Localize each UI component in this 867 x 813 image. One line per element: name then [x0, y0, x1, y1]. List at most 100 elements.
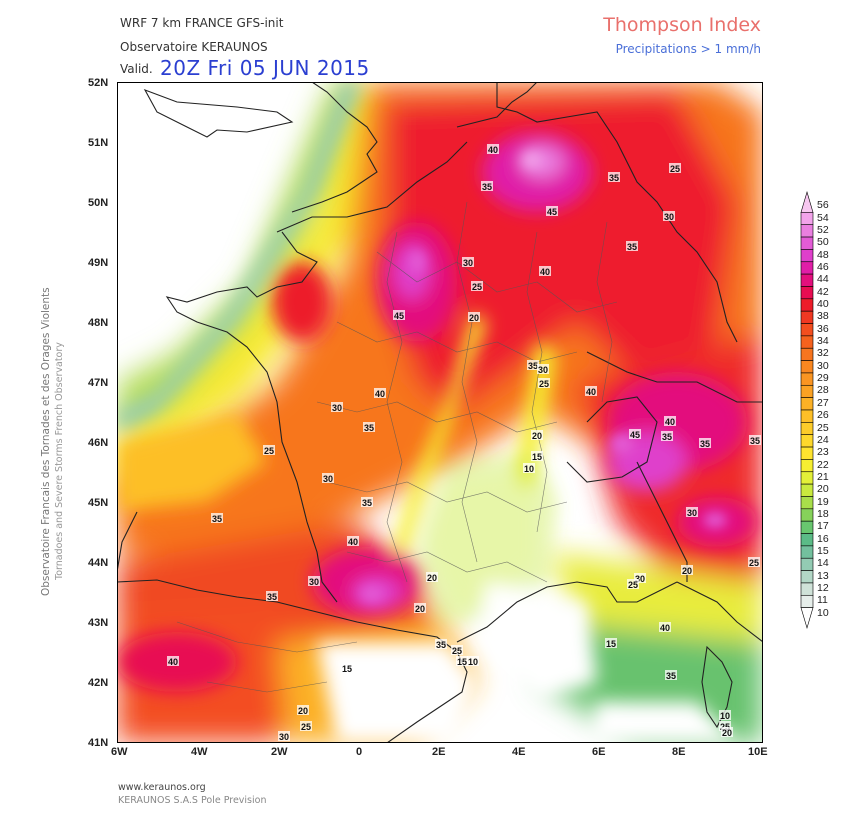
- lon-label-8e: 8E: [672, 746, 686, 758]
- contour-label: 25: [628, 580, 638, 590]
- legend-swatch-48: [800, 249, 814, 263]
- contour-label-bg: [456, 656, 468, 666]
- legend-label-44: 44: [817, 273, 829, 286]
- contour-label: 20: [415, 604, 425, 614]
- contour-label-bg: [266, 591, 278, 601]
- legend-swatch-26: [800, 409, 814, 423]
- contour-label-bg: [462, 257, 474, 267]
- legend-swatch-36: [800, 323, 814, 337]
- legend-swatch-18: [800, 508, 814, 522]
- legend-label-42: 42: [817, 285, 829, 298]
- contour-label: 30: [279, 732, 289, 742]
- contour-label-bg: [278, 731, 290, 741]
- organization-name: Observatoire KERAUNOS: [120, 40, 268, 54]
- legend-label-48: 48: [817, 248, 829, 261]
- legend-label-25: 25: [817, 421, 829, 434]
- lat-label-41n: 41N: [88, 737, 109, 749]
- legend-swatch-24: [800, 434, 814, 448]
- contour-label: 20: [427, 573, 437, 583]
- contour-label: 30: [664, 212, 674, 222]
- contour-label-bg: [719, 710, 731, 720]
- legend-label-40: 40: [817, 298, 829, 310]
- legend-label-50: 50: [817, 236, 829, 249]
- contour-label: 15: [342, 664, 352, 674]
- footer-url[interactable]: www.keraunos.org: [118, 782, 206, 793]
- contour-label-bg: [211, 513, 223, 523]
- lon-label-2e: 2E: [432, 746, 446, 758]
- contour-label-bg: [665, 670, 677, 680]
- contour-label: 40: [540, 267, 550, 277]
- legend-swatch-23: [800, 446, 814, 460]
- lat-label-49n: 49N: [88, 257, 109, 269]
- legend-label-36: 36: [817, 322, 829, 335]
- contour-label-bg: [331, 402, 343, 412]
- contour-label: 20: [469, 313, 479, 323]
- contour-label-bg: [363, 422, 375, 432]
- lat-label-42n: 42N: [88, 677, 109, 689]
- lon-label-0: 0: [356, 746, 363, 758]
- legend-label-21: 21: [817, 470, 829, 483]
- contour-label-bg: [481, 181, 493, 191]
- contour-label-bg: [749, 435, 761, 445]
- legend-swatch-27: [800, 397, 814, 411]
- contour-label: 30: [635, 574, 645, 584]
- contour-label-bg: [523, 463, 535, 473]
- region-borders: [176, 201, 618, 693]
- contour-label: 45: [394, 311, 404, 321]
- contour-label-bg: [468, 312, 480, 322]
- legend-label-27: 27: [817, 396, 829, 409]
- contour-label: 25: [452, 646, 462, 656]
- contour-label-bg: [681, 565, 693, 575]
- contour-label-bg: [393, 310, 405, 320]
- contour-label-bg: [361, 497, 373, 507]
- legend-label-29: 29: [817, 372, 829, 385]
- legend-label-19: 19: [817, 495, 829, 508]
- valid-label: Valid.: [120, 62, 153, 76]
- legend-swatch-50: [800, 236, 814, 250]
- legend-label-56: 56: [817, 199, 829, 212]
- contour-label: 35: [362, 498, 372, 508]
- contour-label-bg: [608, 172, 620, 182]
- legend-swatch-28: [800, 384, 814, 398]
- color-legend: 56 54 52 50 48 46 44 42 40 38 36 34 32 30 29 28 27 26 25 24…: [800, 190, 829, 634]
- lat-label-44n: 44N: [88, 557, 109, 569]
- contour-label-bg: [605, 638, 617, 648]
- legend-label-10: 10: [817, 606, 829, 619]
- contour-label-bg: [546, 206, 558, 216]
- side-credit-line-1: Observatoire Francais des Tornades et de…: [40, 287, 52, 596]
- contour-label: 40: [168, 657, 178, 667]
- contour-label-bg: [527, 360, 539, 370]
- contour-label: 40: [660, 623, 670, 633]
- contour-label: 25: [301, 722, 311, 732]
- contour-label: 20: [532, 431, 542, 441]
- legend-label-32: 32: [817, 347, 829, 360]
- lat-label-52n: 52N: [88, 77, 109, 89]
- contour-label-bg: [686, 507, 698, 517]
- legend-swatch-19: [800, 496, 814, 510]
- lon-label-6e: 6E: [592, 746, 606, 758]
- contour-label-bg: [721, 727, 733, 737]
- valid-time: 20Z Fri 05 JUN 2015: [160, 56, 370, 80]
- contour-label-bg: [531, 430, 543, 440]
- contour-label: 30: [323, 474, 333, 484]
- contour-label-bg: [669, 163, 681, 173]
- contour-label-bg: [699, 438, 711, 448]
- lon-label-4e: 4E: [512, 746, 526, 758]
- model-info: WRF 7 km FRANCE GFS-init: [120, 16, 284, 30]
- legend-label-24: 24: [817, 433, 829, 446]
- contour-label-bg: [467, 656, 479, 666]
- legend-swatch-42: [800, 286, 814, 300]
- contour-label-bg: [629, 429, 641, 439]
- contour-label: 25: [472, 282, 482, 292]
- lon-label-6w: 6W: [111, 746, 128, 758]
- legend-label-11: 11: [817, 594, 828, 607]
- legend-swatch-15: [800, 545, 814, 559]
- contour-label: 20: [722, 728, 732, 738]
- legend-swatch-38: [800, 310, 814, 324]
- lon-label-4w: 4W: [191, 746, 208, 758]
- contour-label-bg: [167, 656, 179, 666]
- legend-swatch-56: [800, 190, 814, 213]
- legend-swatch-29: [800, 372, 814, 386]
